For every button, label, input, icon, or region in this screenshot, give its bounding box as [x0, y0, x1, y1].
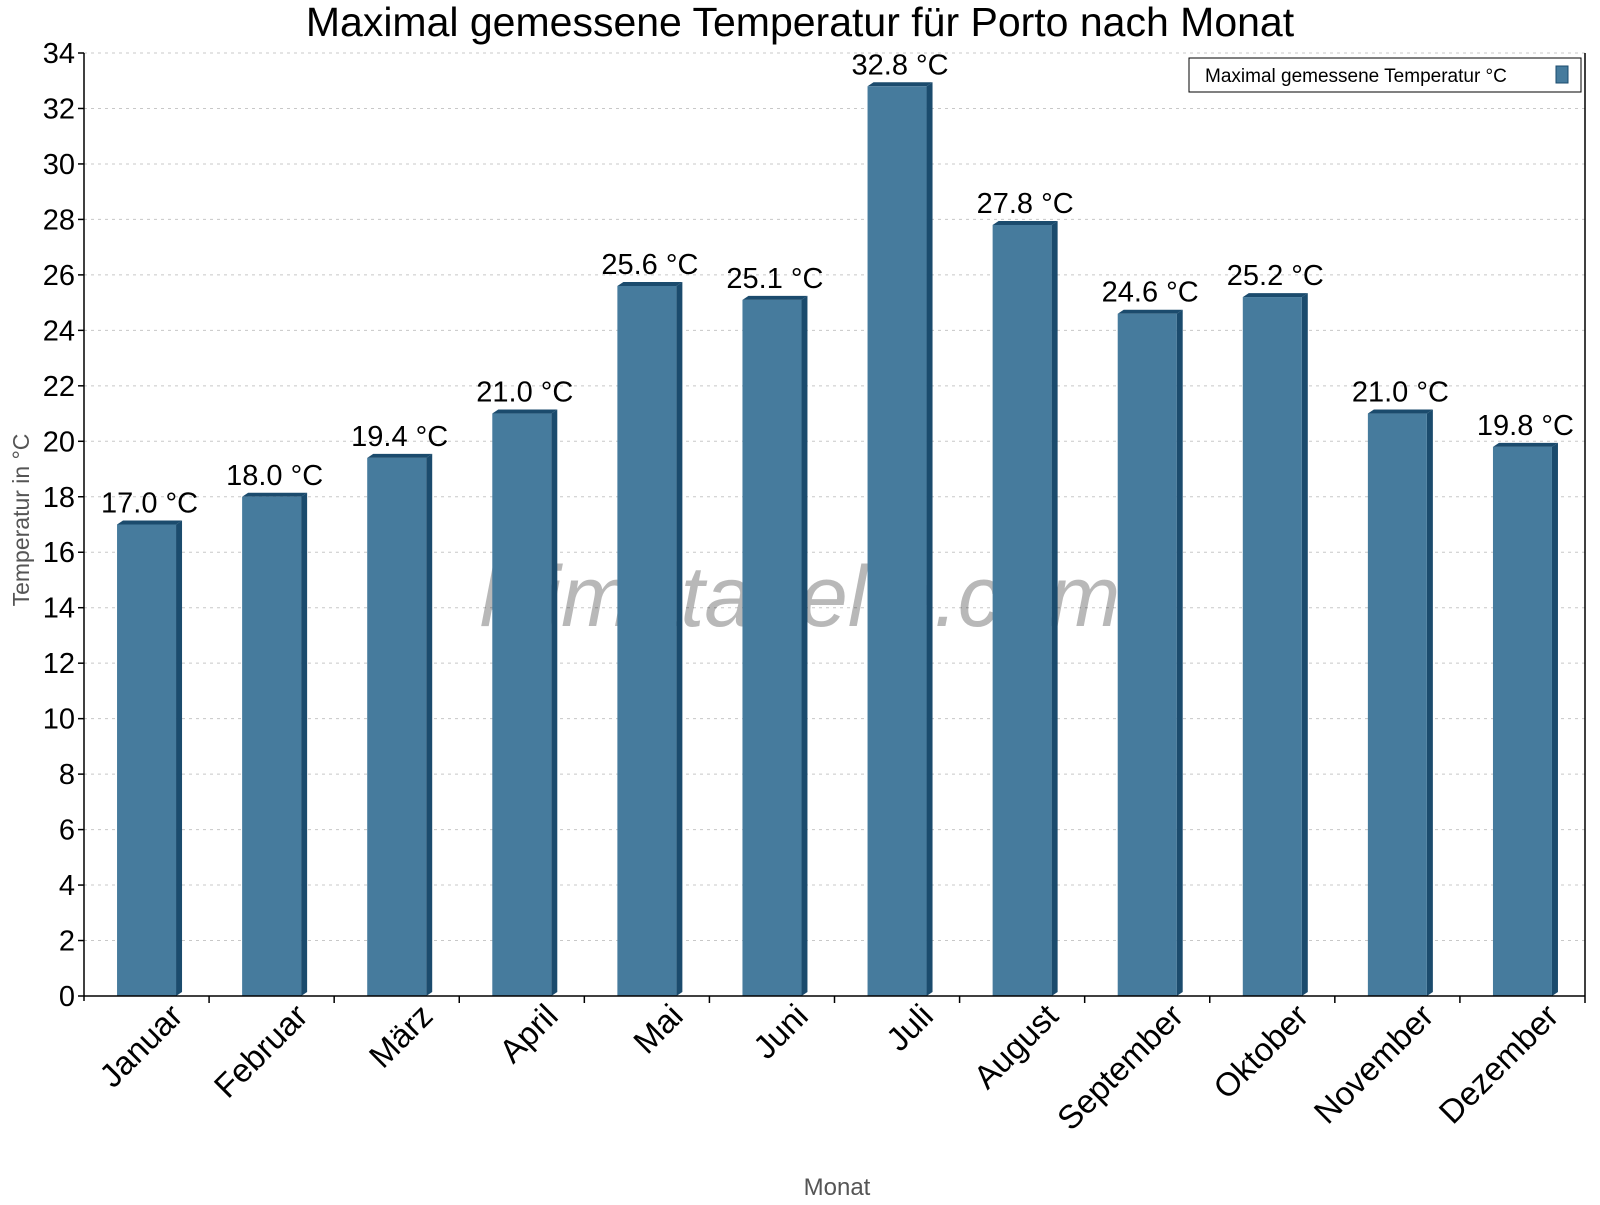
- y-tick-label: 34: [43, 38, 75, 70]
- value-label: 19.4 °C: [351, 421, 448, 453]
- value-label: 21.0 °C: [1352, 377, 1449, 409]
- y-axis-label: Temperatur in °C: [8, 434, 34, 607]
- bar: [1367, 413, 1427, 996]
- y-tick-label: 32: [43, 93, 75, 125]
- chart-title: Maximal gemessene Temperatur für Porto n…: [306, 0, 1295, 45]
- y-tick-label: 2: [59, 926, 75, 958]
- bar-top: [1117, 309, 1183, 314]
- bar-top: [617, 281, 683, 286]
- bar-top: [1242, 293, 1308, 298]
- x-tick-label: Mai: [626, 997, 690, 1061]
- bar-top: [742, 295, 808, 300]
- bar-top: [117, 520, 183, 525]
- bar-top: [992, 220, 1058, 225]
- bar-side: [176, 520, 183, 996]
- x-tick-label: Oktober: [1206, 997, 1315, 1106]
- value-label: 19.8 °C: [1477, 410, 1574, 442]
- y-tick-label: 28: [43, 204, 75, 236]
- bar: [242, 496, 302, 996]
- bar-top: [1492, 442, 1558, 447]
- y-tick-label: 30: [43, 149, 75, 181]
- bar: [742, 299, 802, 996]
- value-label: 27.8 °C: [977, 188, 1074, 220]
- x-tick-label: November: [1307, 997, 1441, 1131]
- bar-top: [1367, 409, 1433, 414]
- x-tick-label: September: [1050, 997, 1190, 1137]
- x-tick-label: Dezember: [1432, 997, 1566, 1131]
- bar-top: [867, 82, 933, 87]
- bar: [492, 413, 552, 996]
- bar-side: [301, 492, 308, 996]
- bar: [117, 524, 177, 996]
- bar: [1117, 313, 1177, 996]
- y-tick-label: 4: [59, 870, 75, 902]
- y-tick-label: 18: [43, 482, 75, 514]
- bar: [867, 86, 927, 997]
- legend-swatch: [1555, 65, 1569, 84]
- x-axis-label: Monat: [804, 1174, 871, 1200]
- bar-top: [492, 409, 558, 414]
- legend: Maximal gemessene Temperatur °C: [1188, 57, 1582, 93]
- bar-side: [1551, 442, 1558, 996]
- value-label: 32.8 °C: [852, 49, 949, 81]
- legend-label: Maximal gemessene Temperatur °C: [1205, 66, 1507, 87]
- value-label: 21.0 °C: [476, 377, 573, 409]
- bar: [992, 224, 1052, 997]
- bar-side: [676, 281, 683, 997]
- y-tick-label: 0: [59, 981, 75, 1013]
- bar-side: [551, 409, 558, 996]
- y-tick-label: 20: [43, 426, 75, 458]
- bar-side: [1426, 409, 1433, 996]
- bar-side: [926, 82, 933, 997]
- x-tick-label: März: [362, 997, 440, 1075]
- bar: [1492, 446, 1552, 996]
- value-label: 25.1 °C: [726, 263, 823, 295]
- bar: [1242, 297, 1302, 997]
- y-tick-label: 22: [43, 371, 75, 403]
- x-tick-label: April: [492, 997, 565, 1070]
- x-tick-label: August: [966, 997, 1065, 1096]
- y-tick-label: 16: [43, 537, 75, 569]
- value-label: 25.2 °C: [1227, 260, 1324, 292]
- y-tick-label: 12: [43, 648, 75, 680]
- bar-top: [242, 492, 308, 497]
- bar: [367, 457, 427, 996]
- value-label: 18.0 °C: [226, 460, 323, 492]
- x-tick-label: Februar: [207, 997, 315, 1105]
- bar-side: [426, 453, 433, 996]
- y-tick-label: 26: [43, 260, 75, 292]
- x-tick-label: Juni: [746, 997, 815, 1066]
- bar: [617, 285, 677, 997]
- bar-top: [367, 453, 433, 458]
- y-tick-label: 8: [59, 759, 75, 791]
- value-label: 17.0 °C: [101, 488, 198, 520]
- y-tick-label: 14: [43, 593, 75, 625]
- x-tick-label: Januar: [92, 997, 190, 1095]
- bar-side: [801, 295, 808, 996]
- bar-side: [1301, 293, 1308, 997]
- y-tick-label: 10: [43, 704, 75, 736]
- bar-side: [1051, 220, 1058, 997]
- value-label: 25.6 °C: [601, 249, 698, 281]
- y-tick-label: 6: [59, 815, 75, 847]
- y-tick-label: 24: [43, 315, 75, 347]
- legend-box: [1188, 57, 1582, 93]
- bar-side: [1176, 309, 1183, 996]
- value-label: 24.6 °C: [1102, 277, 1199, 309]
- x-tick-label: Juli: [879, 997, 940, 1058]
